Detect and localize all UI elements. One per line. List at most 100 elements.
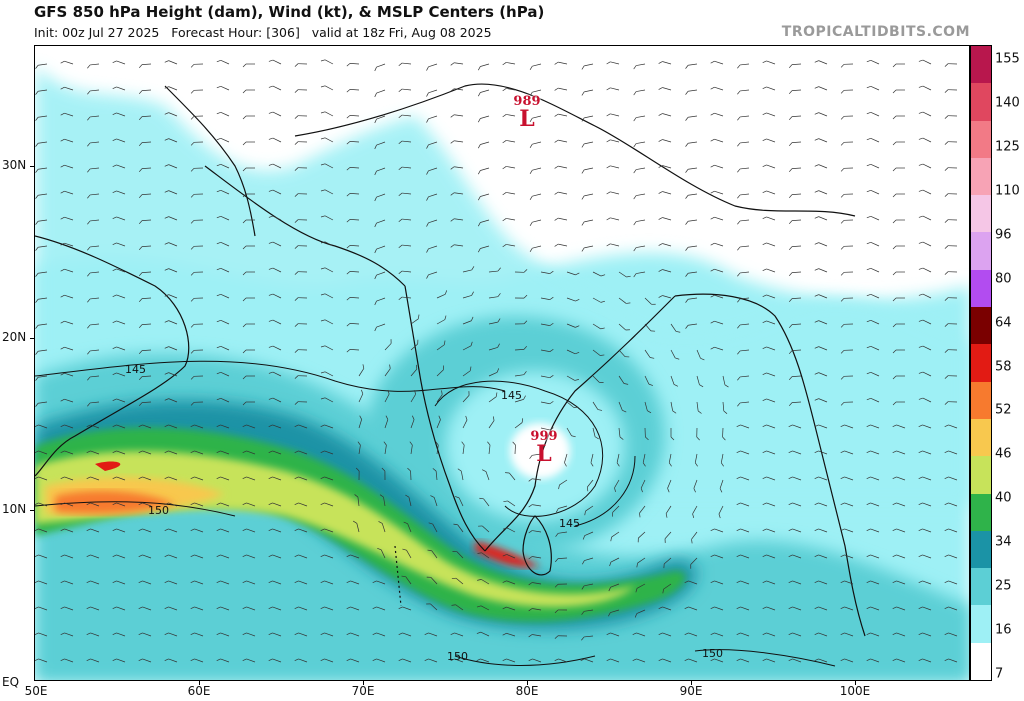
wind-barb-flag (112, 476, 117, 480)
wind-barb-flag (840, 580, 845, 584)
wind-barb (116, 528, 126, 533)
wind-barb-flag (450, 658, 455, 662)
wind-barb-flag (450, 244, 455, 248)
wind-barb (714, 580, 724, 585)
wind-barb (922, 215, 932, 221)
wind-barb (791, 115, 802, 117)
wind-barb (584, 245, 594, 249)
wind-barb (688, 245, 698, 248)
wind-barb (818, 346, 828, 351)
wind-barb-flag (164, 580, 169, 584)
wind-barb-flag (944, 63, 949, 67)
wind-barb (506, 218, 516, 221)
wind-barb (430, 603, 438, 611)
wind-barb-flag (479, 497, 484, 500)
wind-barb (509, 472, 516, 481)
wind-barb (455, 604, 464, 611)
wind-barb-flag (944, 297, 949, 301)
wind-barb (488, 321, 498, 325)
wind-barb (324, 137, 334, 143)
lon-label-70e: 70E (351, 684, 375, 698)
wind-barb-flag (428, 522, 433, 525)
wind-barb (540, 401, 550, 405)
low-pressure-center-cyclone: 999 L (524, 429, 564, 465)
wind-barb-flag (502, 658, 507, 662)
wind-barb-flag (573, 406, 579, 408)
wind-barb-flag (35, 325, 39, 329)
wind-barb (766, 164, 776, 169)
wind-barb (481, 552, 490, 559)
wind-barb (90, 193, 100, 196)
low-pressure-symbol: L (519, 106, 535, 132)
wind-barb (818, 632, 828, 637)
wind-barb (791, 167, 802, 169)
wind-barb (141, 115, 152, 117)
wind-barb-flag (60, 190, 65, 194)
wind-barb (740, 219, 750, 222)
wind-barb-flag (866, 528, 871, 532)
wind-barb-flag (138, 450, 143, 454)
wind-barb-flag (361, 389, 364, 394)
wind-barb-flag (944, 450, 949, 454)
wind-barb (384, 445, 387, 455)
wind-barb-flag (866, 554, 871, 558)
wind-barb (116, 398, 126, 403)
wind-barb (168, 164, 178, 169)
wind-barb-flag (346, 141, 351, 145)
wind-barb (349, 63, 360, 65)
wind-barb (402, 632, 412, 637)
wind-barb (168, 60, 178, 65)
wind-barb (688, 141, 698, 144)
wind-barb-flag (450, 62, 455, 66)
wind-barb-flag (112, 216, 117, 220)
wind-barb-flag (866, 294, 871, 297)
wind-barb (272, 293, 282, 299)
wind-barb (462, 320, 472, 325)
wind-barb (766, 424, 776, 429)
wind-barb-flag (417, 339, 419, 345)
wind-barb (194, 606, 204, 611)
wind-barb (402, 62, 412, 65)
wind-barb-flag (374, 118, 377, 124)
wind-barb-flag (658, 658, 663, 662)
wind-barb (142, 528, 152, 533)
wind-barb (644, 349, 651, 358)
wind-barb (64, 372, 74, 377)
wind-barb-flag (497, 267, 501, 272)
wind-barb (766, 268, 776, 273)
wind-barb-flag (35, 554, 39, 558)
wind-barb (636, 115, 646, 118)
wind-barb-flag (35, 273, 39, 277)
wind-barb (558, 505, 568, 509)
wind-barb (896, 580, 906, 585)
wind-barb (220, 190, 230, 195)
wind-barb-flag (866, 398, 871, 401)
wind-barb-flag (502, 192, 507, 196)
wind-barb (532, 63, 542, 67)
wind-barb-flag (138, 554, 143, 558)
wind-barb (558, 165, 568, 169)
wind-barb (592, 349, 601, 356)
wind-barb-flag (944, 580, 949, 584)
wind-barb (324, 111, 334, 117)
wind-barb-flag (594, 436, 599, 440)
wind-barb (818, 554, 828, 559)
wind-barb-flag (294, 424, 299, 428)
wind-barb (540, 375, 550, 379)
wind-barb-flag (216, 450, 221, 454)
wind-barb-flag (658, 269, 663, 272)
wind-barb-flag (606, 61, 611, 65)
wind-barb-flag (814, 86, 819, 89)
wind-barb (532, 245, 542, 249)
wind-barb-flag (268, 319, 274, 322)
wind-barb (714, 632, 724, 637)
wind-barb (220, 112, 230, 117)
wind-barb-flag (523, 395, 526, 400)
wind-barb-flag (477, 144, 481, 149)
wind-barb (116, 294, 126, 299)
wind-barb (430, 577, 438, 585)
wind-barb-flag (528, 582, 533, 586)
wind-barb-flag (609, 561, 612, 567)
wind-barb-flag (762, 268, 767, 272)
wind-barb (298, 528, 308, 533)
